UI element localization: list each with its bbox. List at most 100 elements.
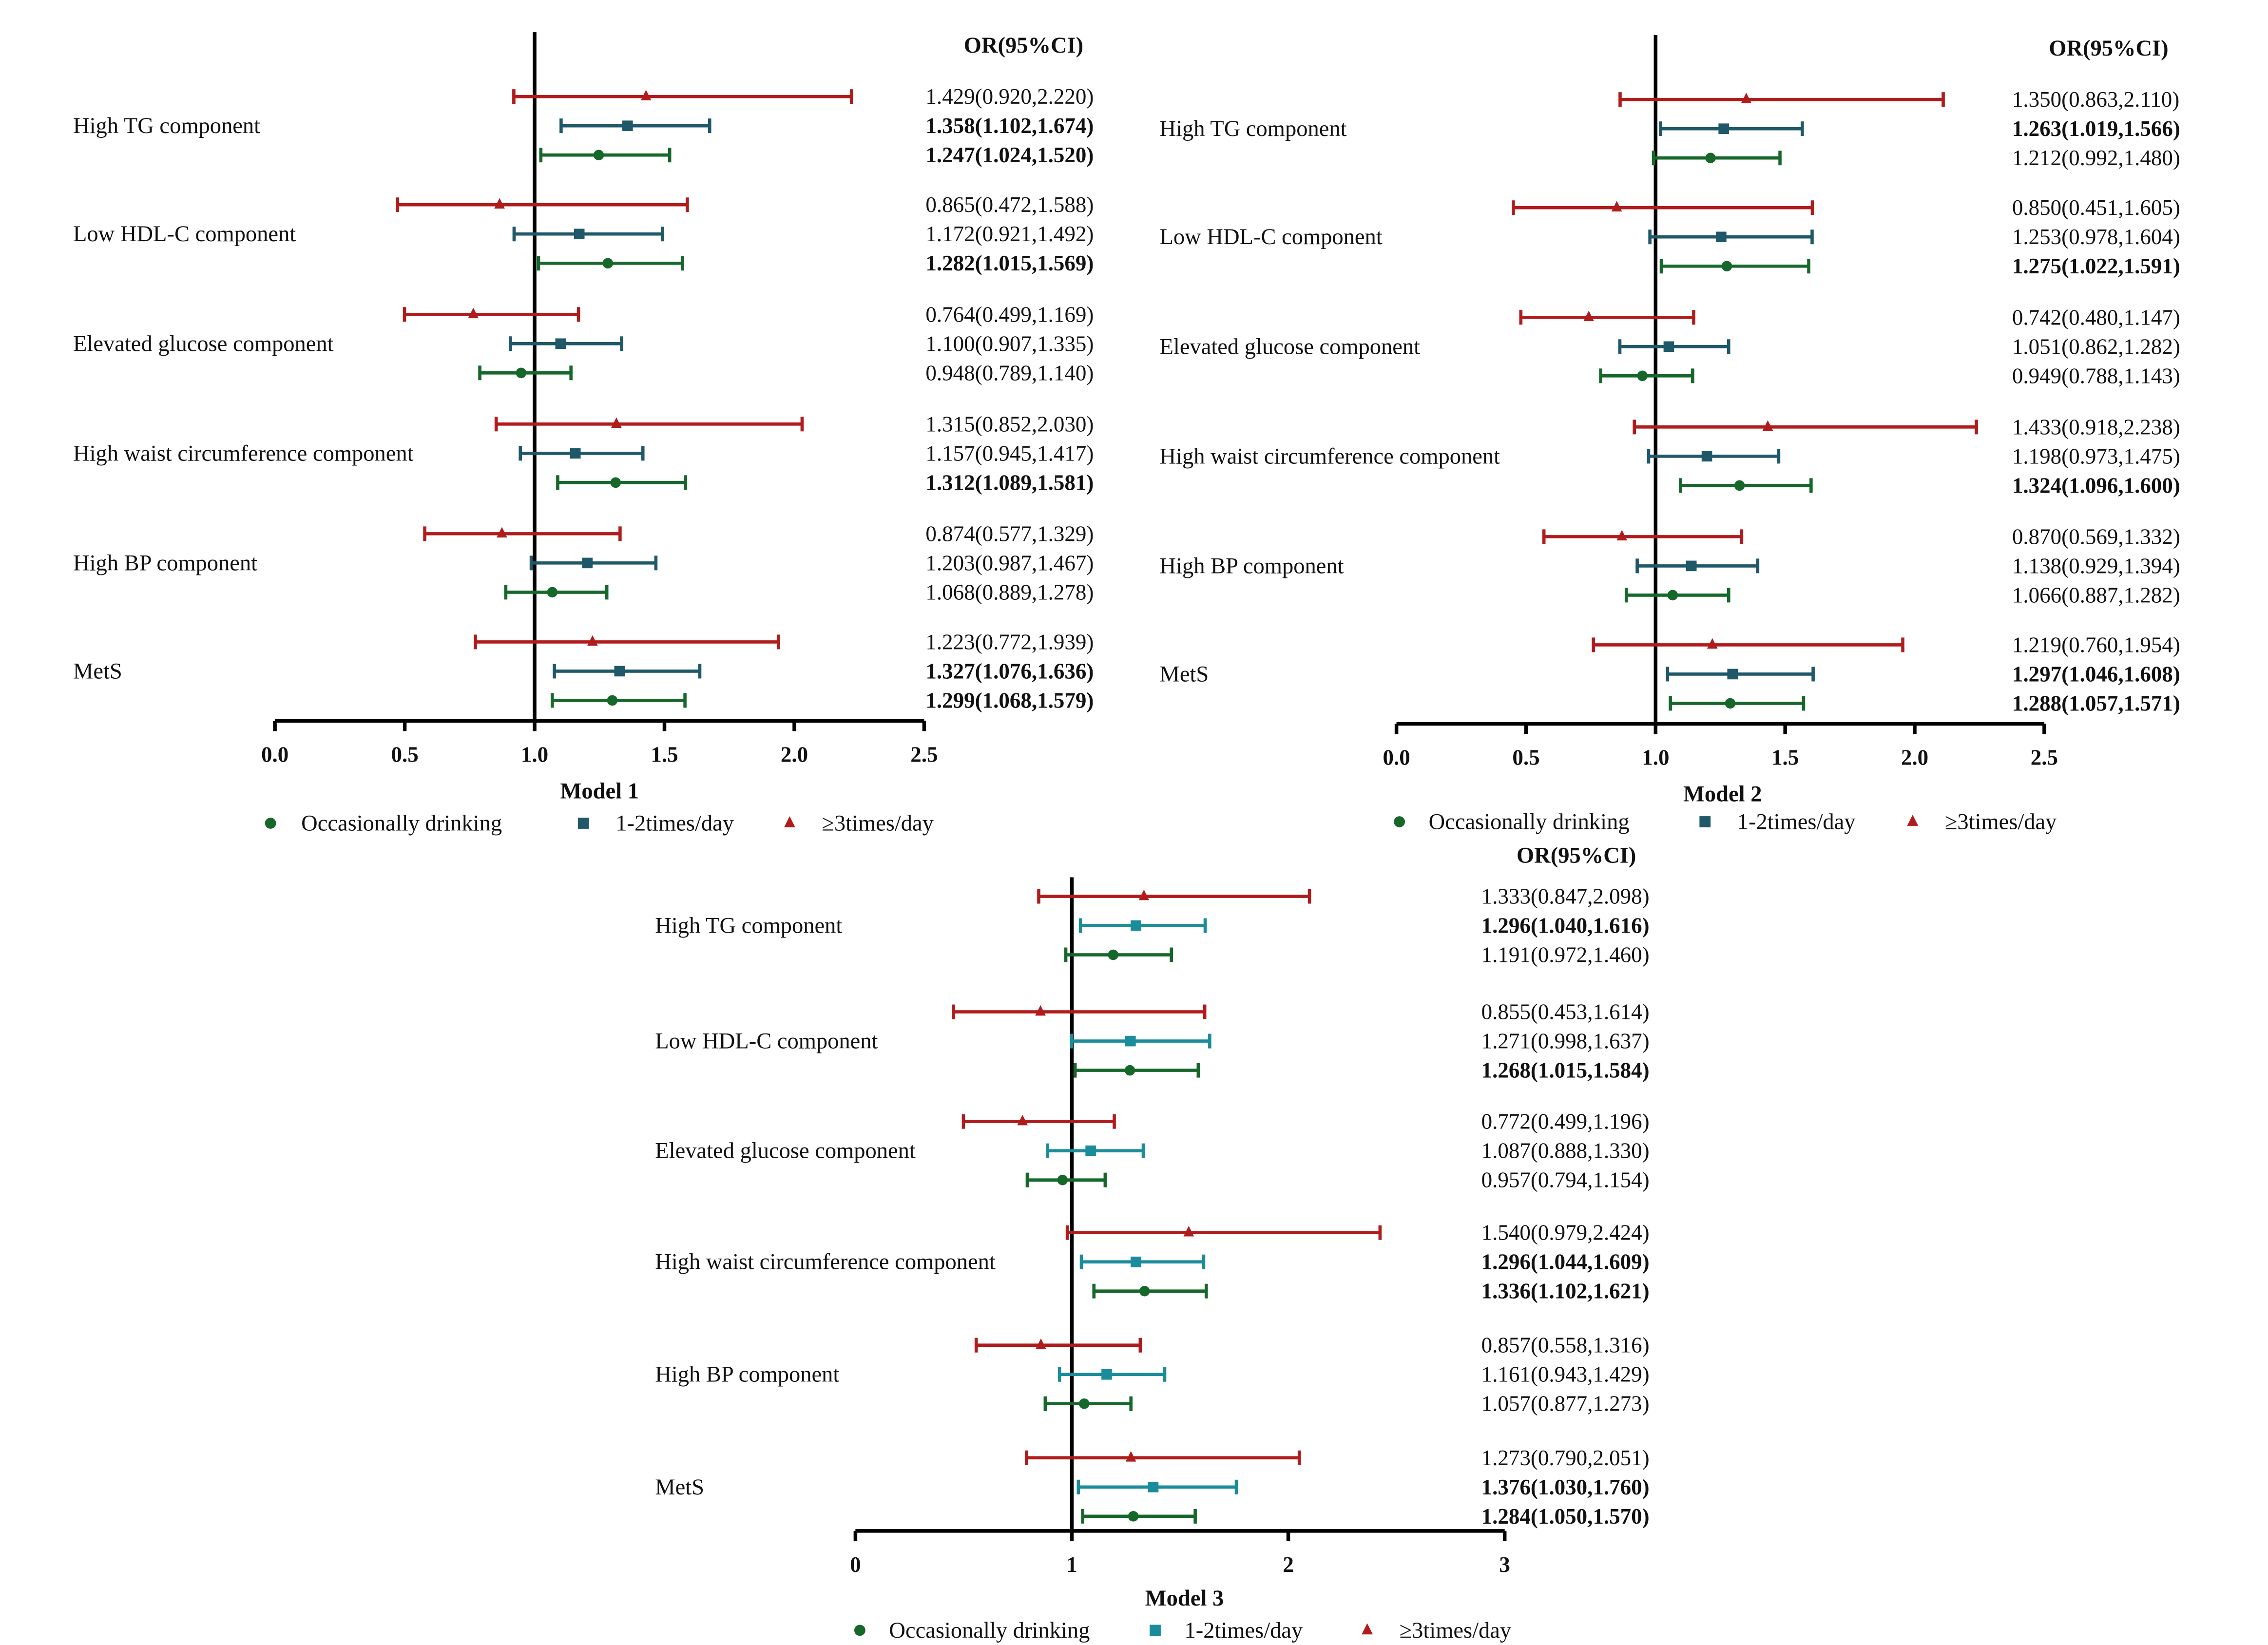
ci-row: 1.296(1.040,1.616) (1078, 914, 1650, 938)
ci-row: 0.865(0.472,1.588) (396, 192, 1094, 217)
circle-marker (593, 150, 604, 161)
or-ci-text: 1.172(0.921,1.492) (925, 222, 1094, 246)
ci-row: 1.376(1.030,1.760) (1076, 1475, 1650, 1499)
ci-row: 0.855(0.453,1.614) (952, 1000, 1650, 1024)
or-ci-text: 1.327(1.076,1.636) (925, 659, 1094, 683)
ci-row: 1.066(0.887,1.282) (1624, 583, 2180, 607)
ci-row: 1.219(0.760,1.954) (1592, 632, 2180, 657)
or-ci-text: 1.066(0.887,1.282) (2012, 583, 2180, 607)
ci-row: 1.263(1.019,1.566) (1659, 116, 2180, 141)
x-tick-label: 2.0 (781, 742, 808, 766)
ci-row: 1.198(0.973,1.475) (1647, 444, 2180, 468)
x-tick-label: 0.5 (1512, 745, 1539, 769)
circle-marker (547, 587, 558, 598)
or-ci-text: 1.203(0.987,1.467) (925, 551, 1094, 575)
ci-row: 1.051(0.862,1.282) (1618, 334, 2180, 359)
square-marker (1131, 920, 1141, 931)
or-ci-text: 1.191(0.972,1.460) (1481, 943, 1650, 967)
circle-marker (1139, 1285, 1150, 1297)
ci-row: 1.138(0.929,1.394) (1635, 554, 2180, 578)
panel-title: Model 1 (560, 779, 639, 803)
circle-marker (1637, 370, 1648, 382)
forest-panel-2: 0.0 0.5 1.0 1.5 2.0 2.5 OR(95%CI) Model 2 High T… (1160, 35, 2180, 835)
square-marker (582, 557, 593, 569)
ci-row: 1.273(0.790,2.051) (1024, 1446, 1650, 1470)
circle-marker (1725, 698, 1736, 709)
or-ci-text: 1.324(1.096,1.600) (2012, 473, 2180, 497)
group-label: Low HDL-C component (1160, 225, 1383, 249)
x-tick-label: 1 (1066, 1552, 1077, 1577)
square-marker (622, 120, 633, 131)
panel-title: Model 3 (1145, 1586, 1224, 1611)
ci-row: 0.948(0.789,1.140) (478, 361, 1094, 385)
or-ci-text: 1.273(0.790,2.051) (1481, 1446, 1650, 1470)
or-ci-text: 1.138(0.929,1.394) (2012, 554, 2180, 578)
or-ci-text: 1.051(0.862,1.282) (2012, 334, 2180, 359)
triangle-marker (1762, 420, 1773, 431)
legend-label: 1-2times/day (1737, 810, 1856, 835)
circle-marker (607, 695, 618, 706)
square-marker (1716, 231, 1727, 243)
circle-marker (1734, 480, 1745, 491)
or-column-header: OR(95%CI) (1517, 843, 1636, 868)
square-marker (1101, 1369, 1112, 1380)
or-column-header: OR(95%CI) (2049, 36, 2168, 61)
group-label: MetS (655, 1475, 704, 1500)
ci-row: 1.100(0.907,1.335) (509, 331, 1094, 356)
or-ci-text: 0.772(0.499,1.196) (1481, 1109, 1650, 1134)
or-ci-text: 1.223(0.772,1.939) (925, 630, 1094, 654)
or-ci-text: 1.540(0.979,2.424) (1481, 1221, 1650, 1245)
legend: Occasionally drinking 1-2times/day ≥3times… (854, 1618, 1512, 1643)
ci-row: 1.429(0.920,2.220) (512, 84, 1094, 109)
or-ci-text: 1.299(1.068,1.579) (925, 688, 1094, 712)
triangle-marker (497, 527, 507, 538)
legend-label: Occasionally drinking (889, 1618, 1090, 1643)
ci-row: 1.172(0.921,1.492) (512, 222, 1094, 246)
group-label: MetS (73, 659, 122, 684)
ci-row: 1.268(1.015,1.584) (1073, 1058, 1650, 1083)
triangle-marker (1616, 530, 1628, 541)
legend-label: ≥3times/day (1400, 1618, 1512, 1643)
group-label: MetS (1160, 662, 1209, 687)
or-ci-text: 0.949(0.788,1.143) (2012, 363, 2180, 388)
triangle-marker (611, 417, 622, 428)
group-label: High BP component (1160, 554, 1344, 578)
panel-title: Model 2 (1683, 782, 1762, 806)
triangle-marker (1907, 815, 1919, 826)
or-ci-text: 1.157(0.945,1.417) (925, 441, 1094, 465)
circle-marker (1057, 1174, 1068, 1186)
circle-marker (1108, 949, 1119, 960)
circle-marker (602, 258, 614, 269)
ci-row: 0.874(0.577,1.329) (423, 521, 1094, 546)
x-tick-label: 2 (1283, 1552, 1294, 1577)
circle-marker (610, 477, 621, 488)
ci-row: 0.850(0.451,1.605) (1512, 195, 2180, 220)
ci-row: 1.191(0.972,1.460) (1064, 943, 1650, 967)
or-ci-text: 1.275(1.022,1.591) (2012, 254, 2180, 278)
ci-row: 1.315(0.852,2.030) (494, 412, 1094, 436)
or-ci-text: 1.087(0.888,1.330) (1481, 1139, 1650, 1163)
or-ci-text: 0.870(0.569,1.332) (2012, 524, 2180, 549)
triangle-marker (587, 635, 598, 646)
ci-row: 1.223(0.772,1.939) (474, 630, 1094, 654)
x-tick-label: 1.5 (651, 742, 678, 766)
circle-marker (265, 818, 276, 829)
square-marker (1727, 669, 1738, 680)
ci-row: 1.087(0.888,1.330) (1046, 1139, 1650, 1163)
ci-row: 1.296(1.044,1.609) (1079, 1250, 1650, 1274)
ci-row: 1.271(0.998,1.637) (1070, 1029, 1650, 1053)
or-ci-text: 1.253(0.978,1.604) (2012, 225, 2180, 249)
square-marker (555, 338, 566, 349)
circle-marker (1128, 1511, 1139, 1522)
or-ci-text: 1.312(1.089,1.581) (925, 470, 1094, 495)
ci-row: 1.358(1.102,1.674) (559, 114, 1094, 138)
ci-row: 1.333(0.847,2.098) (1037, 884, 1650, 909)
or-ci-text: 1.068(0.889,1.278) (925, 580, 1094, 604)
x-tick-label: 0.0 (261, 742, 288, 766)
ci-row: 1.068(0.889,1.278) (504, 580, 1094, 604)
circle-marker (1124, 1065, 1135, 1076)
triangle-marker (1138, 889, 1150, 900)
ci-row: 0.957(0.794,1.154) (1025, 1168, 1650, 1192)
or-ci-text: 1.433(0.918,2.238) (2012, 415, 2180, 439)
square-marker (1699, 816, 1711, 827)
